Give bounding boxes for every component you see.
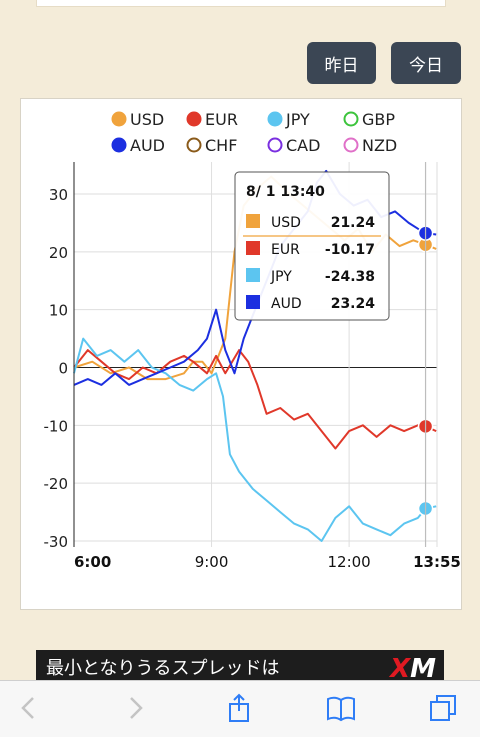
tooltip-value-usd: 21.24 — [331, 215, 376, 231]
legend-marker-aud[interactable] — [111, 137, 127, 153]
x-tick-label: 12:00 — [327, 553, 370, 571]
tooltip-swatch-aud — [246, 295, 260, 309]
tooltip-title: 8/ 1 13:40 — [246, 184, 325, 200]
yesterday-button[interactable]: 昨日 — [307, 42, 376, 84]
series-line-jpy — [73, 337, 437, 542]
legend-label-eur[interactable]: EUR — [205, 110, 238, 129]
currency-strength-chart[interactable]: USD EUR JPY GBP AUD CHF CAD NZD 30 20 10 0 -10 -20 -3… — [21, 99, 461, 609]
x-tick-label: 13:55 — [413, 553, 461, 571]
back-icon[interactable] — [14, 693, 44, 723]
legend-label-jpy[interactable]: JPY — [285, 110, 310, 129]
legend-label-usd[interactable]: USD — [130, 110, 164, 129]
y-tick-label: 20 — [49, 244, 68, 262]
today-button[interactable]: 今日 — [391, 42, 461, 84]
top-content-strip — [36, 0, 446, 7]
legend-label-aud[interactable]: AUD — [130, 136, 165, 155]
tooltip-swatch-jpy — [246, 268, 260, 282]
ad-text: 最小となりうるスプレッドは — [46, 658, 280, 679]
tooltip-label-eur: EUR — [271, 242, 300, 258]
legend-label-nzd[interactable]: NZD — [362, 136, 397, 155]
series-line-eur — [73, 349, 437, 450]
chart-card: USD EUR JPY GBP AUD CHF CAD NZD 30 20 10 0 -10 -20 -3… — [20, 98, 462, 610]
forward-icon[interactable] — [120, 693, 150, 723]
y-tick-label: -30 — [44, 533, 69, 551]
browser-toolbar — [0, 680, 480, 737]
legend-marker-usd[interactable] — [111, 111, 127, 127]
tooltip-label-aud: AUD — [271, 296, 302, 312]
legend-marker-gbp[interactable] — [343, 111, 359, 127]
y-tick-label: -10 — [44, 417, 69, 435]
bookmarks-icon[interactable] — [326, 693, 356, 723]
legend-label-chf[interactable]: CHF — [205, 136, 237, 155]
tooltip-value-eur: -10.17 — [325, 242, 375, 258]
tooltip-box — [234, 171, 390, 321]
legend-marker-jpy[interactable] — [267, 111, 283, 127]
legend-marker-chf[interactable] — [186, 137, 202, 153]
legend-marker-cad[interactable] — [267, 137, 283, 153]
x-tick-label: 6:00 — [74, 553, 111, 571]
tabs-icon[interactable] — [428, 693, 458, 723]
legend-marker-eur[interactable] — [186, 111, 202, 127]
legend-label-gbp[interactable]: GBP — [362, 110, 395, 129]
share-icon[interactable] — [224, 693, 254, 723]
xm-logo: XM — [390, 654, 436, 684]
tooltip-value-aud: 23.24 — [331, 296, 376, 312]
tooltip-swatch-eur — [246, 241, 260, 255]
tooltip-label-jpy: JPY — [270, 269, 292, 285]
x-tick-label: 9:00 — [195, 553, 229, 571]
y-tick-label: 0 — [58, 360, 68, 378]
y-tick-label: 30 — [49, 186, 68, 204]
y-tick-label: 10 — [49, 302, 68, 320]
tooltip-swatch-usd — [246, 214, 260, 228]
legend-marker-nzd[interactable] — [343, 137, 359, 153]
tooltip-label-usd: USD — [271, 215, 301, 231]
legend-label-cad[interactable]: CAD — [286, 136, 320, 155]
tooltip-value-jpy: -24.38 — [325, 269, 375, 285]
y-tick-label: -20 — [44, 475, 69, 493]
